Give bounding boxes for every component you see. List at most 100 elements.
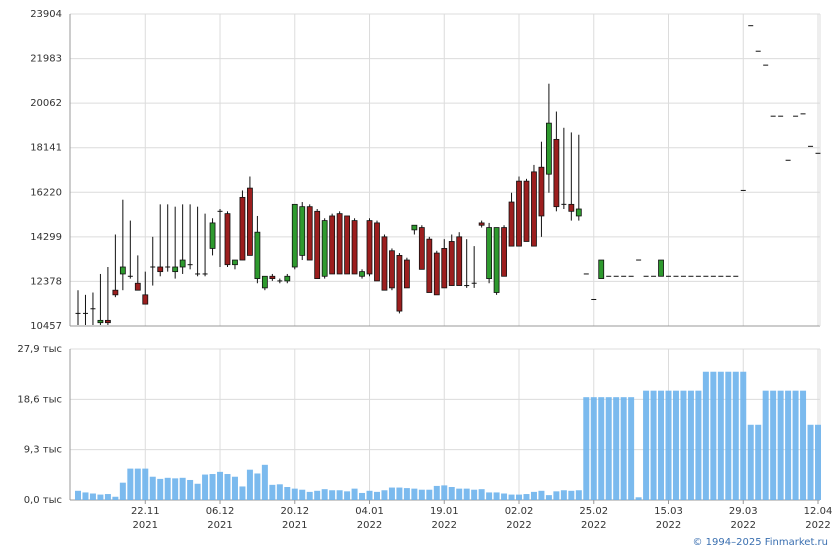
candle-body [209,222,216,249]
volume-bar [97,494,104,500]
y-tick-label: 12378 [30,276,62,287]
volume-bar [471,489,478,500]
x-tick-label: 20.12 [280,506,309,517]
candle-body [261,275,268,289]
candle-body [531,171,537,247]
candle-body [523,180,530,242]
volume-bar [605,397,612,500]
volume-bar [456,488,463,500]
volume-bar [344,491,351,500]
x-tick-label: 22.11 [131,506,160,517]
volume-bar [777,390,784,500]
candle-body [284,275,291,282]
volume-bar [560,490,567,500]
volume-bar [672,390,679,500]
volume-bar [665,390,672,500]
volume-bar [157,478,164,500]
volume-bar [815,424,821,500]
volume-bar [321,489,328,500]
volume-bar [568,490,575,500]
volume-bar [635,497,642,500]
volume-bar [418,489,425,500]
volume-bar [336,490,343,500]
candle-body [329,215,336,275]
candle-body [359,271,365,277]
volume-bar [501,493,508,500]
candle-body [486,227,493,279]
volume-bar [710,371,717,500]
volume-bar [740,371,747,500]
volume-bar [628,397,635,500]
x-tick-year: 2021 [282,520,307,531]
volume-bar [209,474,216,500]
volume-bar [493,492,500,500]
x-tick-label: 15.03 [654,506,683,517]
candle-body [224,213,231,266]
volume-bar [82,492,89,500]
volume-bar [231,476,238,500]
x-tick-year: 2022 [506,520,531,531]
candle-body [516,180,522,247]
volume-bar [366,490,373,500]
volume-bar [261,464,268,500]
candle-body [321,220,328,277]
y-tick-label: 21983 [30,54,62,65]
volume-bar [299,489,306,500]
candle-body [336,213,343,275]
volume-bar [89,493,96,500]
volume-bar [680,390,687,500]
volume-bar [590,397,597,500]
volume-bar [314,490,321,500]
volume-bar [351,488,358,500]
volume-bar [194,483,201,500]
candle-body [134,282,141,291]
volume-bar [104,494,111,500]
x-tick-label: 29.03 [729,506,758,517]
candle-body [441,248,448,289]
volume-bar [217,471,224,500]
volume-bar [725,371,732,500]
candle-body [658,259,664,277]
x-tick-label: 06.12 [206,506,235,517]
candle-body [553,138,560,208]
candle-body [247,187,253,256]
volume-bar [792,390,799,500]
volume-bar [463,488,470,500]
volume-bar [224,474,231,500]
volume-bar [717,371,724,500]
y-tick-label: 16220 [30,187,62,198]
volume-bar [134,468,141,500]
candle-body [448,241,455,286]
volume-bar [770,390,777,500]
candle-body [314,210,321,279]
volume-bar [702,371,709,500]
volume-bar [119,482,126,500]
candle-body [411,224,418,231]
x-tick-year: 2022 [357,520,382,531]
y-tick-label: 0,0 тыс [24,495,62,506]
x-tick-label: 12.04 [804,506,833,517]
volume-bar [575,490,582,500]
volume-bar [516,494,523,500]
candle-body [97,319,104,324]
candle-body [501,227,507,277]
candle-body [351,220,358,275]
volume-bar [276,484,283,500]
candle-body [538,166,545,217]
volume-bar [291,488,298,500]
candle-body [456,236,463,286]
volume-bar [732,371,739,500]
x-tick-year: 2021 [133,520,158,531]
volume-bar [187,479,194,500]
volume-bar [687,390,694,500]
volume-bar [127,468,134,500]
y-tick-label: 14299 [30,232,62,243]
volume-bar [643,390,650,500]
footer-credit: © 1994–2025 Finmarket.ru [692,537,828,548]
candle-body [389,250,395,289]
volume-bar [508,494,515,500]
volume-bar [426,489,433,500]
volume-bar [284,487,291,500]
volume-bar [583,397,590,500]
candle-body [104,319,111,324]
